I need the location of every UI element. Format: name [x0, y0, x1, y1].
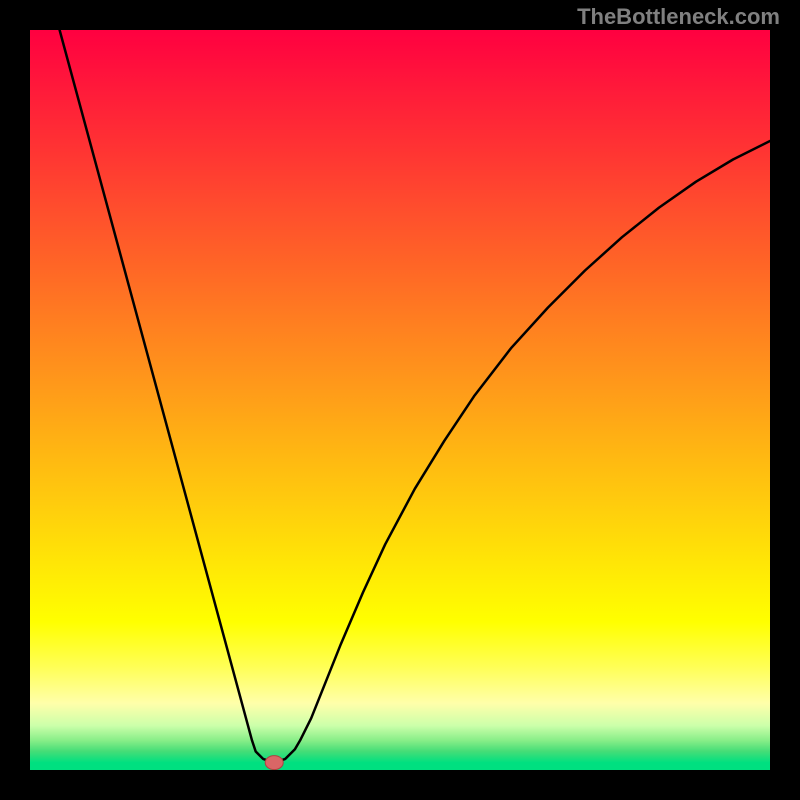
bottleneck-chart — [30, 30, 770, 770]
optimal-point-marker — [265, 756, 283, 770]
chart-area — [30, 30, 770, 770]
watermark-text: TheBottleneck.com — [577, 4, 780, 30]
chart-background — [30, 30, 770, 770]
